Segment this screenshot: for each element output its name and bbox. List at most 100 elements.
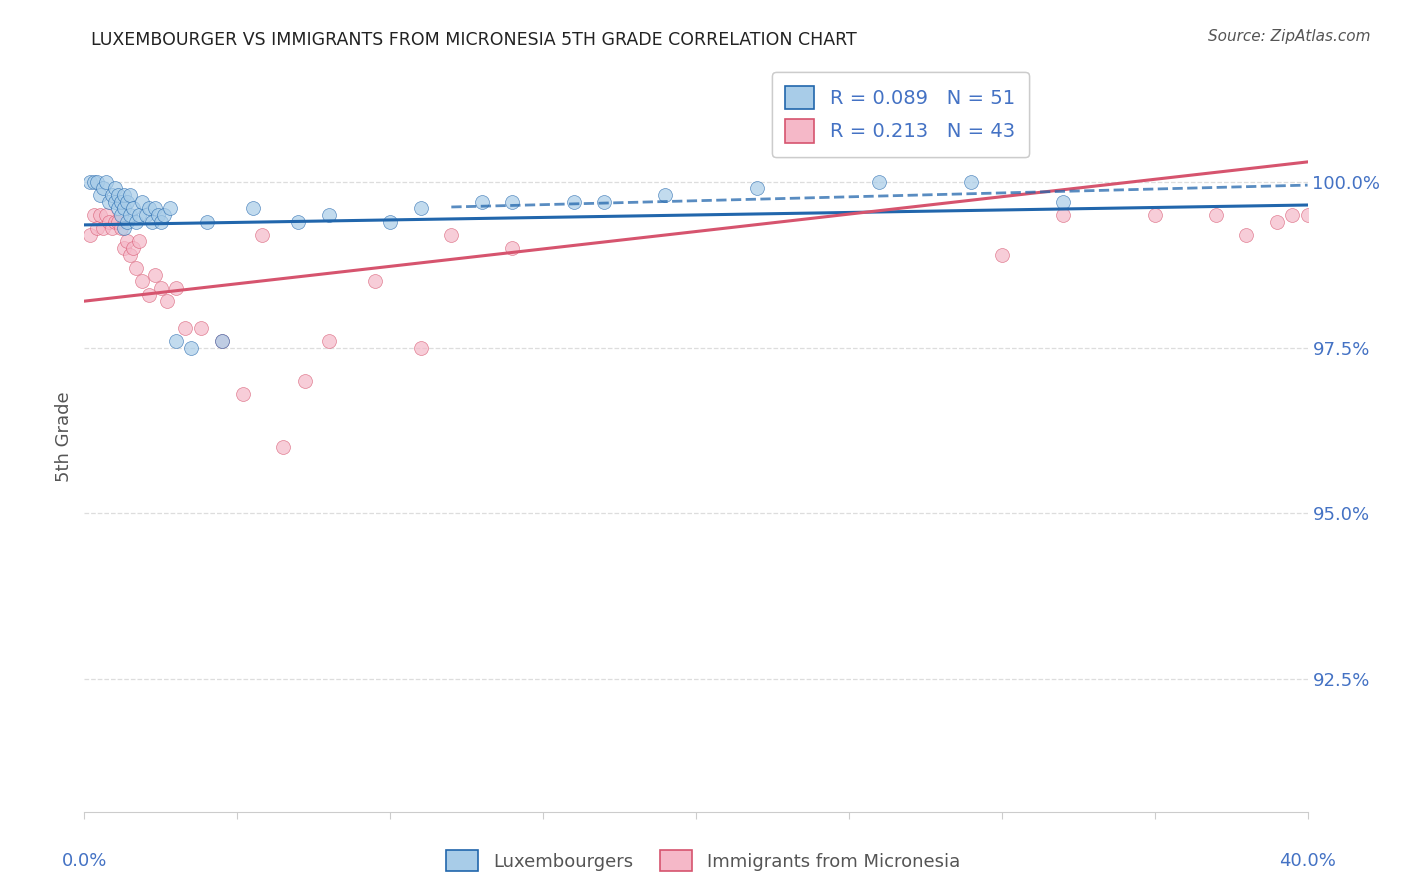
Point: [107, 188, 129, 202]
Y-axis label: 5th Grade: 5th Grade: [55, 392, 73, 483]
Point: [125, 260, 148, 275]
Point: [112, 202, 135, 216]
Point: [593, 194, 616, 209]
Point: [409, 202, 432, 216]
Point: [101, 221, 124, 235]
Point: [250, 227, 273, 242]
Point: [110, 194, 132, 209]
Point: [138, 287, 160, 301]
Point: [195, 214, 218, 228]
Point: [135, 208, 157, 222]
Point: [156, 294, 179, 309]
Point: [991, 248, 1014, 262]
Point: [211, 334, 233, 348]
Point: [1143, 208, 1166, 222]
Point: [146, 208, 169, 222]
Point: [112, 241, 135, 255]
Point: [471, 194, 494, 209]
Point: [502, 241, 524, 255]
Point: [91, 181, 114, 195]
Point: [242, 202, 264, 216]
Point: [174, 320, 197, 334]
Point: [271, 440, 294, 454]
Text: Source: ZipAtlas.com: Source: ZipAtlas.com: [1208, 29, 1371, 44]
Point: [165, 334, 187, 348]
Point: [110, 208, 132, 222]
Point: [131, 194, 153, 209]
Point: [294, 374, 316, 388]
Point: [1236, 227, 1258, 242]
Point: [79, 227, 101, 242]
Point: [104, 194, 127, 209]
Text: 40.0%: 40.0%: [1279, 852, 1336, 870]
Point: [149, 281, 172, 295]
Point: [131, 274, 153, 288]
Point: [115, 235, 138, 249]
Point: [120, 188, 142, 202]
Point: [107, 202, 129, 216]
Legend: R = 0.089   N = 51, R = 0.213   N = 43: R = 0.089 N = 51, R = 0.213 N = 43: [772, 72, 1029, 157]
Point: [97, 194, 120, 209]
Point: [1265, 214, 1288, 228]
Point: [86, 221, 108, 235]
Point: [110, 221, 132, 235]
Point: [143, 202, 166, 216]
Point: [149, 214, 172, 228]
Point: [364, 274, 387, 288]
Point: [86, 175, 108, 189]
Point: [165, 281, 187, 295]
Point: [143, 268, 166, 282]
Point: [180, 341, 202, 355]
Point: [562, 194, 585, 209]
Legend: Luxembourgers, Immigrants from Micronesia: Luxembourgers, Immigrants from Micronesi…: [439, 843, 967, 879]
Point: [159, 202, 181, 216]
Point: [83, 175, 105, 189]
Point: [122, 202, 145, 216]
Point: [1052, 208, 1074, 222]
Point: [287, 214, 309, 228]
Point: [318, 208, 340, 222]
Point: [91, 221, 114, 235]
Point: [153, 208, 176, 222]
Point: [94, 208, 117, 222]
Point: [318, 334, 340, 348]
Point: [141, 214, 163, 228]
Point: [107, 214, 129, 228]
Point: [440, 227, 463, 242]
Point: [128, 208, 150, 222]
Point: [869, 175, 891, 189]
Point: [115, 194, 138, 209]
Point: [97, 214, 120, 228]
Point: [122, 241, 145, 255]
Point: [654, 188, 676, 202]
Point: [1205, 208, 1227, 222]
Point: [1281, 208, 1303, 222]
Point: [120, 208, 142, 222]
Point: [747, 181, 769, 195]
Point: [89, 188, 111, 202]
Text: 0.0%: 0.0%: [62, 852, 107, 870]
Point: [125, 214, 148, 228]
Point: [112, 188, 135, 202]
Point: [409, 341, 432, 355]
Point: [79, 175, 101, 189]
Point: [101, 188, 124, 202]
Point: [104, 214, 127, 228]
Point: [232, 387, 254, 401]
Point: [1296, 208, 1319, 222]
Point: [112, 221, 135, 235]
Point: [83, 208, 105, 222]
Point: [138, 202, 160, 216]
Point: [104, 181, 127, 195]
Point: [115, 214, 138, 228]
Point: [1052, 194, 1074, 209]
Point: [128, 235, 150, 249]
Text: LUXEMBOURGER VS IMMIGRANTS FROM MICRONESIA 5TH GRADE CORRELATION CHART: LUXEMBOURGER VS IMMIGRANTS FROM MICRONES…: [91, 31, 858, 49]
Point: [380, 214, 402, 228]
Point: [211, 334, 233, 348]
Point: [190, 320, 212, 334]
Point: [120, 248, 142, 262]
Point: [502, 194, 524, 209]
Point: [94, 175, 117, 189]
Point: [960, 175, 983, 189]
